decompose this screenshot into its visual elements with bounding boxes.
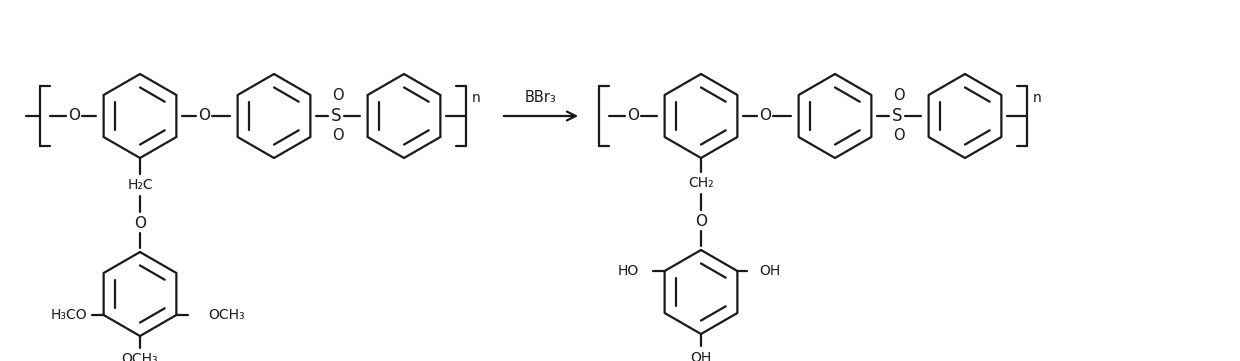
Text: n: n — [471, 91, 480, 105]
Text: O: O — [332, 88, 343, 104]
Text: O: O — [332, 129, 343, 144]
Text: O: O — [759, 109, 771, 123]
Text: HO: HO — [618, 264, 639, 278]
Text: O: O — [893, 129, 905, 144]
Text: O: O — [694, 213, 707, 229]
Text: O: O — [627, 109, 639, 123]
Text: OH: OH — [759, 264, 781, 278]
Text: O: O — [134, 216, 146, 231]
Text: OCH₃: OCH₃ — [122, 352, 159, 361]
Text: H₂C: H₂C — [128, 178, 153, 192]
Text: BBr₃: BBr₃ — [525, 91, 557, 105]
Text: S: S — [331, 107, 341, 125]
Text: CH₂: CH₂ — [688, 176, 714, 190]
Text: n: n — [1033, 91, 1042, 105]
Text: O: O — [893, 88, 905, 104]
Text: OCH₃: OCH₃ — [208, 308, 246, 322]
Text: H₃CO: H₃CO — [51, 308, 87, 322]
Text: O: O — [198, 109, 210, 123]
Text: OH: OH — [691, 351, 712, 361]
Text: O: O — [68, 109, 81, 123]
Text: S: S — [892, 107, 903, 125]
